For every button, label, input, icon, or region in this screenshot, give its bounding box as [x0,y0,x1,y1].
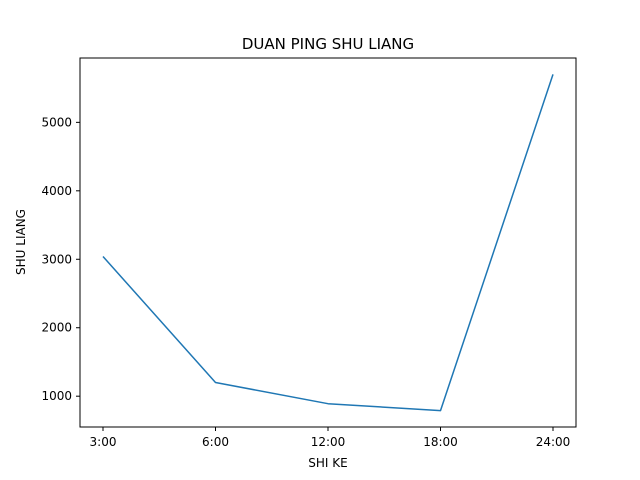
y-tick-label: 2000 [41,321,72,335]
y-tick-label: 5000 [41,115,72,129]
plot-area [79,57,577,428]
plot-frame [79,57,577,428]
x-tick-label: 12:00 [311,435,346,449]
x-axis-label: SHI KE [308,456,347,470]
y-tick-label: 4000 [41,184,72,198]
x-tick-label: 24:00 [536,435,571,449]
x-axis: 3:00 6:00 12:00 18:00 24:00 [90,427,571,449]
x-tick-label: 3:00 [90,435,117,449]
y-axis-label: SHU LIANG [14,209,28,275]
y-tick-label: 1000 [41,389,72,403]
chart-title: DUAN PING SHU LIANG [242,35,414,53]
y-axis: 1000 2000 3000 4000 5000 [41,115,80,403]
x-tick-label: 18:00 [423,435,458,449]
series-layer [102,74,554,412]
x-tick-label: 6:00 [202,435,229,449]
y-tick-label: 3000 [41,252,72,266]
series-line [102,74,554,412]
